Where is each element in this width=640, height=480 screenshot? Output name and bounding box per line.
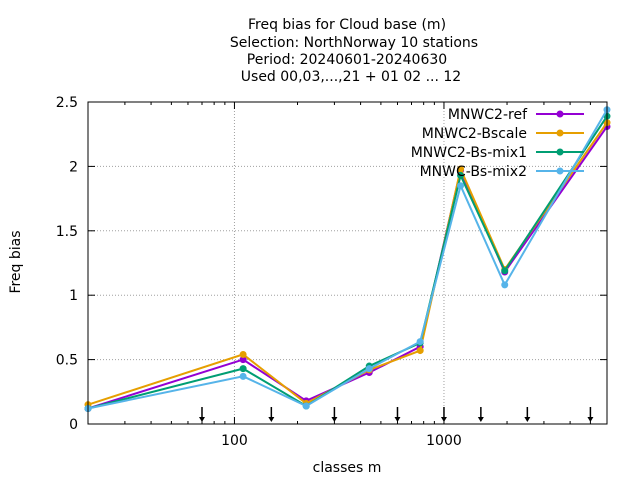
x-axis-label: classes m	[313, 460, 382, 476]
data-point	[302, 402, 310, 410]
arrow-marker-head	[477, 417, 484, 422]
title-line-4: Used 00,03,...,21 + 01 02 ... 12	[241, 69, 461, 85]
y-tick-label: 0	[69, 417, 78, 433]
legend-label: MNWC2-Bscale	[422, 126, 527, 142]
title-line-3: Period: 20240601-20240630	[247, 52, 447, 68]
arrow-marker-head	[268, 417, 275, 422]
data-point	[457, 165, 465, 173]
series-line	[87, 115, 608, 410]
data-point	[239, 372, 247, 380]
legend-swatch-marker	[556, 167, 564, 175]
data-point	[239, 350, 247, 358]
data-point	[457, 171, 465, 179]
y-tick-label: 2	[69, 159, 78, 175]
plot-frame	[87, 101, 608, 425]
y-tick-label: 2.5	[56, 95, 78, 111]
chart-title: Freq bias for Cloud base (m) Selection: …	[230, 17, 478, 85]
legend-swatch-marker	[556, 148, 564, 156]
data-point	[501, 267, 509, 275]
legend-swatch-marker	[556, 129, 564, 137]
series-line	[87, 122, 608, 406]
arrow-marker-head	[394, 417, 401, 422]
y-axis-label: Freq bias	[8, 230, 24, 293]
grid	[88, 102, 607, 424]
title-line-2: Selection: NorthNorway 10 stations	[230, 35, 478, 51]
series-line	[87, 125, 608, 410]
axis-ticks: 0 0.5 1 1.5 2 2.5 100 1000	[56, 95, 607, 449]
x-tick-label: 1000	[426, 433, 462, 449]
y-tick-label: 1.5	[56, 224, 78, 240]
data-point	[239, 356, 247, 364]
arrow-markers	[198, 407, 594, 422]
y-tick-label: 0.5	[56, 353, 78, 369]
arrow-marker-head	[198, 417, 205, 422]
legend: MNWC2-ref MNWC2-Bscale MNWC2-Bs-mix1 MNWC-B…	[411, 107, 584, 180]
series-line	[87, 109, 608, 410]
arrow-marker-head	[524, 417, 531, 422]
legend-swatch-marker	[556, 110, 564, 118]
arrow-marker-head	[587, 417, 594, 422]
y-tick-label: 1	[69, 288, 78, 304]
legend-label: MNWC2-ref	[448, 107, 528, 123]
data-point	[501, 281, 509, 289]
x-tick-label: 100	[221, 433, 248, 449]
data-point	[416, 347, 424, 355]
series-lines	[84, 106, 611, 413]
data-point	[416, 338, 424, 346]
data-point	[457, 182, 465, 190]
title-line-1: Freq bias for Cloud base (m)	[248, 17, 446, 33]
arrow-marker-head	[331, 417, 338, 422]
data-point	[365, 365, 373, 373]
data-point	[239, 365, 247, 373]
legend-label: MNWC-Bs-mix2	[420, 164, 527, 180]
legend-label: MNWC2-Bs-mix1	[411, 145, 527, 161]
